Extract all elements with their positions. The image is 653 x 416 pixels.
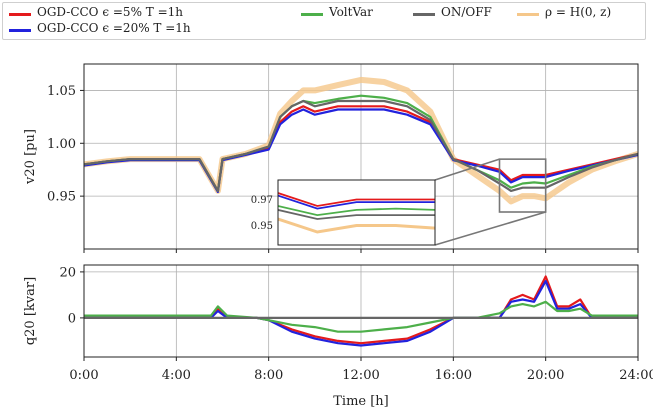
inset-series-line-1 — [278, 192, 435, 207]
ytick-label-1-0: 20 — [59, 265, 76, 280]
inset-series-line-3 — [278, 205, 435, 217]
xtick-label-1: 4:00 — [162, 368, 191, 383]
legend-label-rho: ρ = H(0, z) — [545, 5, 612, 19]
legend-swatch-red — [9, 13, 31, 16]
inset-ytick-label-1: 0.95 — [251, 221, 273, 232]
legend-label-voltvar: VoltVar — [329, 5, 373, 19]
inset-ytick-label-0: 0.97 — [251, 195, 273, 206]
inset-frame — [277, 179, 436, 246]
legend-swatch-blue — [9, 29, 31, 32]
xtick-label-3: 12:00 — [342, 368, 379, 383]
panel-1: 20 0 0:00 4:00 8:00 12:00 16:00 20:00 24:00 q20 [… — [23, 264, 653, 383]
ytick-label-1-1: 0 — [68, 311, 76, 326]
inset-series-line-0 — [278, 217, 435, 234]
ylabel-1: q20 [kvar] — [23, 277, 38, 345]
series-line-1-2 — [84, 300, 638, 333]
xtick-label-2: 8:00 — [254, 368, 283, 383]
legend-swatch-gray — [413, 13, 435, 16]
inset-series-line-2 — [278, 194, 435, 210]
inset-panel: 0.97 0.95 — [251, 179, 436, 246]
xtick-label-4: 16:00 — [435, 368, 472, 383]
inset-series-line-4 — [278, 209, 435, 220]
legend-label-ogd-5: OGD-CCO ϵ =5% T =1h — [37, 5, 184, 19]
ytick-label-0-1: 1.00 — [47, 137, 76, 152]
legend-label-ogd-20: OGD-CCO ϵ =20% T =1h — [37, 21, 191, 35]
inset-background — [278, 180, 435, 245]
legend-swatch-green — [301, 13, 323, 16]
xtick-label-0: 0:00 — [69, 368, 98, 383]
xtick-label-5: 20:00 — [527, 368, 564, 383]
legend-swatch-orange — [517, 13, 539, 16]
ytick-label-0-0: 0.95 — [47, 190, 76, 205]
legend: OGD-CCO ϵ =5% T =1h VoltVar ON/OFF ρ = H… — [2, 2, 646, 40]
series-line-0-4 — [84, 99, 638, 192]
zoom-connector-bottom — [434, 211, 546, 246]
xtick-label-6: 24:00 — [619, 368, 653, 383]
zoom-region-box — [498, 158, 547, 213]
ytick-label-0-2: 1.05 — [47, 84, 76, 99]
xlabel: Time [h] — [333, 394, 389, 409]
ylabel-0: v20 [pu] — [23, 129, 38, 185]
legend-label-onoff: ON/OFF — [441, 5, 492, 19]
zoom-connector-top — [434, 158, 500, 181]
